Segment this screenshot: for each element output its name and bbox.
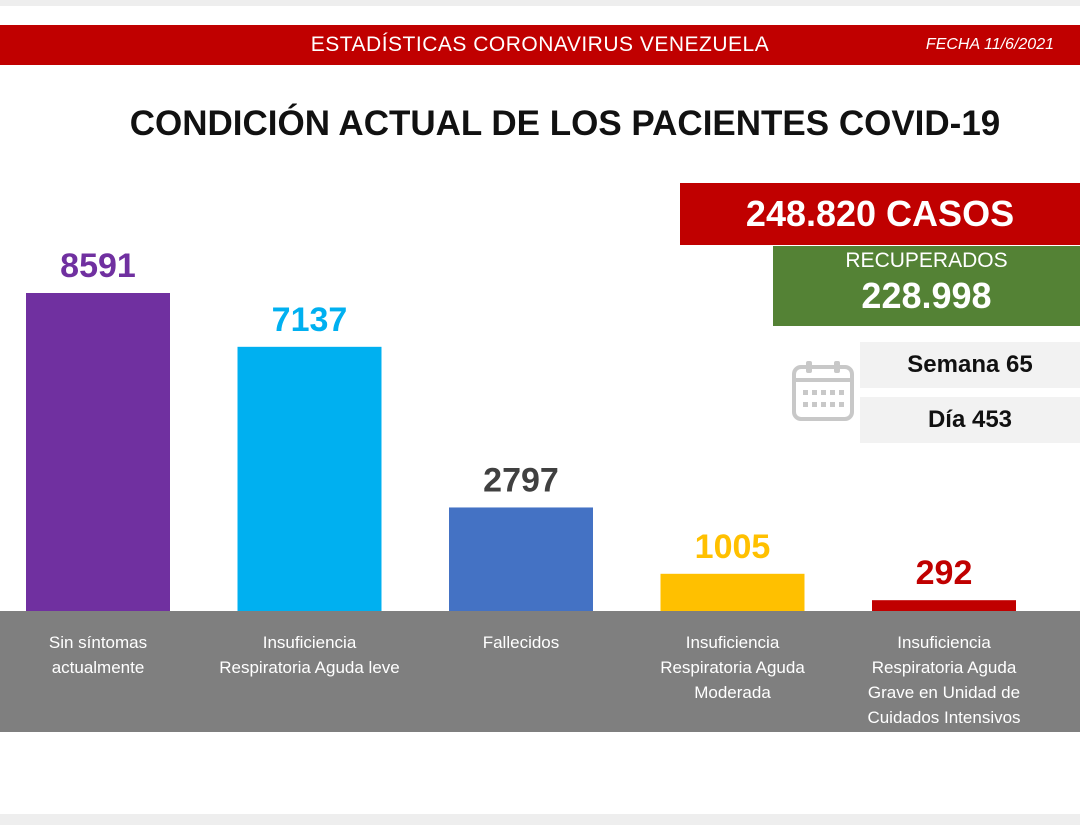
category-label-4: Insuficiencia Respiratoria Aguda Moderad… [660, 633, 805, 702]
bar-3 [449, 507, 593, 611]
total-cases-value: 248.820 CASOS [745, 193, 1015, 234]
bar-value-label-1: 8591 [60, 247, 136, 285]
calendar-icon [792, 361, 854, 421]
category-axis-band [0, 611, 1080, 732]
total-cases-box: 248.820 CASOS [680, 183, 1080, 245]
chart-title: CONDICIÓN ACTUAL DE LOS PACIENTES COVID-… [129, 104, 1001, 143]
category-label-2: Insuficiencia Respiratoria Aguda leve [219, 633, 400, 677]
bar-value-label-3: 2797 [483, 461, 559, 499]
banner-title: ESTADÍSTICAS CORONAVIRUS VENEZUELA [310, 33, 770, 56]
recovered-value: 228.998 [861, 275, 992, 316]
category-label-3: Fallecidos [482, 633, 560, 652]
bar-1 [26, 293, 170, 611]
bar-value-label-4: 1005 [695, 528, 771, 566]
week-value: Semana 65 [907, 351, 1033, 378]
category-label-1: Sin síntomas actualmente [48, 633, 148, 677]
report-date: FECHA 11/6/2021 [925, 36, 1054, 53]
bar-2 [237, 346, 382, 611]
bar-value-label-2: 7137 [272, 301, 348, 339]
category-label-5: Insuficiencia Respiratoria Aguda Grave e… [867, 633, 1021, 727]
bar-5 [872, 600, 1016, 611]
day-value: Día 453 [927, 406, 1013, 433]
week-box: Semana 65 [860, 342, 1080, 388]
bar-value-label-5: 292 [916, 554, 973, 592]
day-box: Día 453 [860, 397, 1080, 443]
recovered-box: RECUPERADOS 228.998 [773, 246, 1080, 326]
top-banner: ESTADÍSTICAS CORONAVIRUS VENEZUELA FECHA… [0, 25, 1080, 65]
bar-4 [660, 573, 805, 611]
recovered-label: RECUPERADOS [845, 249, 1008, 272]
